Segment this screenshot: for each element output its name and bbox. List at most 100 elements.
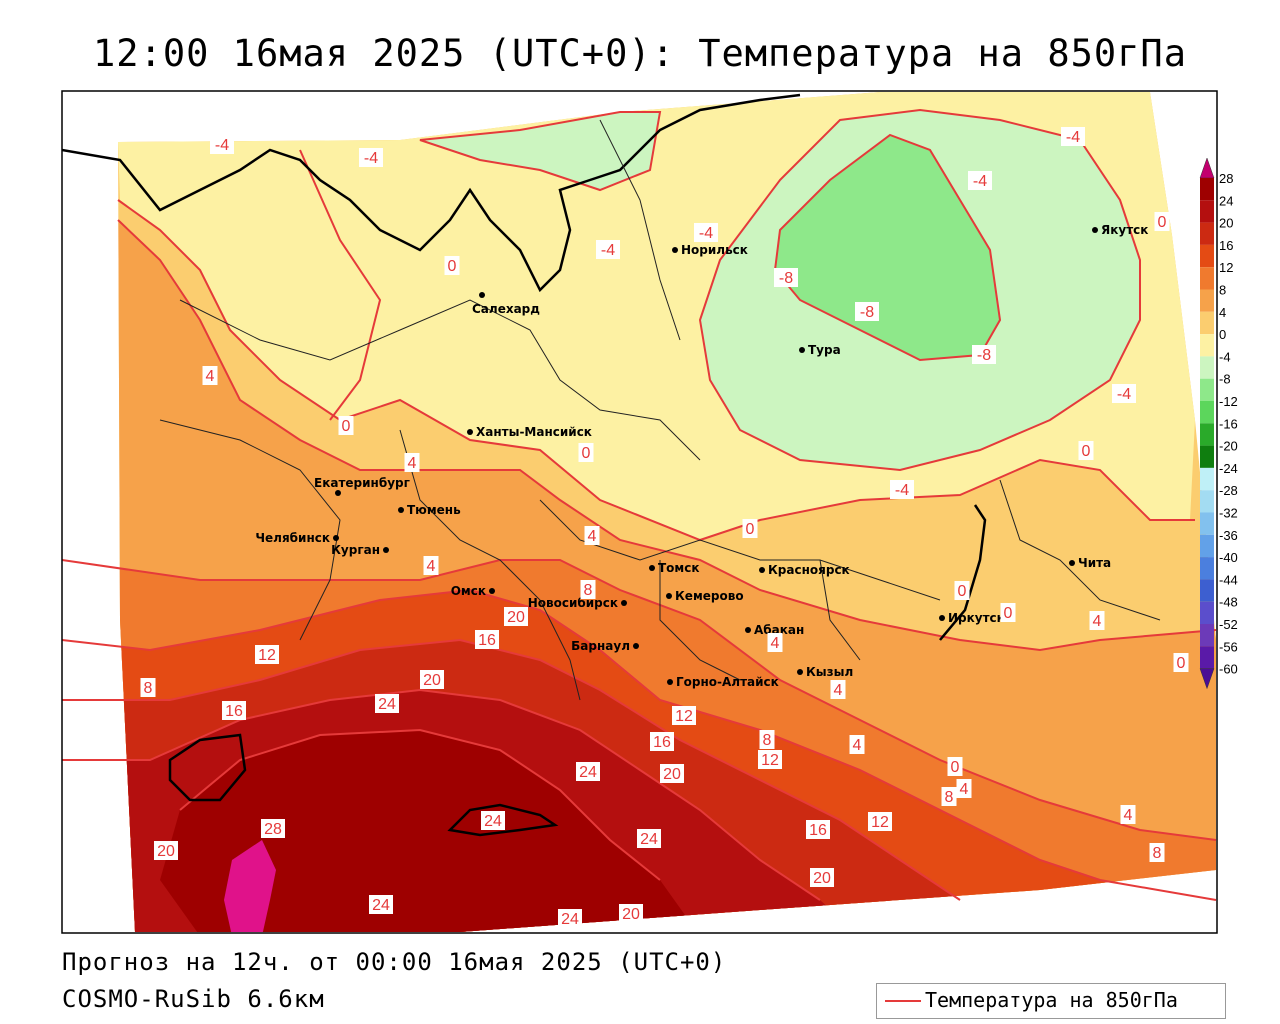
city-markers: Норильск Якутск Салехард Тура Ханты-Мансийск… [255,223,1148,689]
svg-text:24: 24 [579,764,597,781]
contour-label: -4 [694,223,718,242]
contour-label: 16 [650,732,674,751]
colorbar-swatch [1200,624,1214,647]
colorbar-tick: 0 [1219,327,1226,342]
city-dot [633,643,639,649]
svg-text:20: 20 [813,870,831,887]
contour-label: -4 [596,240,620,259]
contour-label: 4 [584,526,600,545]
svg-text:-8: -8 [860,304,874,321]
svg-text:-4: -4 [895,482,909,499]
city-dot [398,507,404,513]
svg-text:-4: -4 [215,137,229,154]
contour-label: 0 [444,256,460,275]
colorbar-swatch [1200,334,1214,357]
contour-label: -4 [359,148,383,167]
svg-text:0: 0 [448,258,457,275]
colorbar-swatch [1200,579,1214,602]
city-dot [1092,227,1098,233]
svg-text:0: 0 [1082,443,1091,460]
contour-label: 4 [830,680,846,699]
contour-label: 24 [637,829,661,848]
colorbar-tick: 12 [1219,260,1233,275]
colorbar-swatch [1200,311,1214,335]
contour-label: -8 [855,302,879,321]
svg-text:16: 16 [653,734,671,751]
svg-text:0: 0 [582,445,591,462]
city-dot [649,565,655,571]
colorbar-tick: -48 [1219,595,1238,610]
svg-text:16: 16 [225,703,243,720]
legend-line-swatch [885,1000,921,1002]
contour-label: 0 [947,757,963,776]
svg-text:-4: -4 [1066,129,1080,146]
svg-text:24: 24 [640,831,658,848]
colorbar-swatch [1200,423,1214,446]
svg-text:0: 0 [342,418,351,435]
city-dot [489,588,495,594]
contour-label: 12 [255,645,279,664]
contour-label: 0 [578,443,594,462]
city-dot [1069,560,1075,566]
svg-text:4: 4 [834,682,843,699]
contour-label: 8 [941,787,957,806]
city-dot [666,593,672,599]
svg-text:4: 4 [1124,807,1133,824]
contour-label: 4 [404,453,420,472]
colorbar-tick: -32 [1219,506,1238,521]
colorbar-tick: -20 [1219,439,1238,454]
colorbar-tick: -8 [1219,372,1231,387]
svg-text:0: 0 [1004,605,1013,622]
city-dot [745,627,751,633]
svg-text:-8: -8 [977,347,991,364]
contour-label: 16 [475,630,499,649]
city-dot [797,669,803,675]
contour-label: 0 [1173,653,1189,672]
city-label: Кемерово [675,589,744,603]
colorbar-tick: -12 [1219,394,1238,409]
contour-label: 4 [423,556,439,575]
svg-text:-4: -4 [601,242,615,259]
svg-text:-4: -4 [364,150,378,167]
contour-label: 20 [810,868,834,887]
svg-text:8: 8 [763,732,772,749]
svg-text:12: 12 [258,647,276,664]
city-dot [479,292,485,298]
colorbar-tick: -28 [1219,483,1238,498]
contour-label: 12 [758,750,782,769]
svg-text:-4: -4 [699,225,713,242]
svg-text:24: 24 [372,897,390,914]
svg-text:12: 12 [761,752,779,769]
svg-text:4: 4 [853,737,862,754]
contour-label: 0 [954,581,970,600]
contour-label: 24 [558,909,582,928]
city-label: Томск [658,561,700,575]
contour-label: 16 [222,701,246,720]
svg-text:0: 0 [1158,214,1167,231]
contour-label: 8 [1149,843,1165,862]
city-label: Курган [331,543,380,557]
city-label: Чита [1078,556,1111,570]
svg-text:8: 8 [945,789,954,806]
temperature-colorbar: 28 24 20 16 12 8 4 0 -4 -8 -12 -16 -20 -24 -28 -32 -36 -4… [1199,157,1238,690]
svg-text:28: 28 [264,821,282,838]
city-label: Абакан [754,623,804,637]
contour-label: -8 [774,268,798,287]
contour-label: 24 [576,762,600,781]
city-dot [621,600,627,606]
svg-text:8: 8 [584,582,593,599]
contour-label: 12 [672,706,696,725]
svg-text:16: 16 [809,822,827,839]
colorbar-swatch [1200,534,1214,558]
contour-label: 0 [742,519,758,538]
contour-label: 4 [849,735,865,754]
colorbar-tick: -44 [1219,572,1238,587]
contour-label: -8 [972,345,996,364]
model-info: COSMO-RuSib 6.6км [62,985,325,1013]
city-label: Тюмень [407,503,461,517]
colorbar-swatch [1200,200,1214,223]
colorbar-tick: 24 [1219,193,1233,208]
svg-text:24: 24 [484,813,502,830]
city-dot [939,615,945,621]
